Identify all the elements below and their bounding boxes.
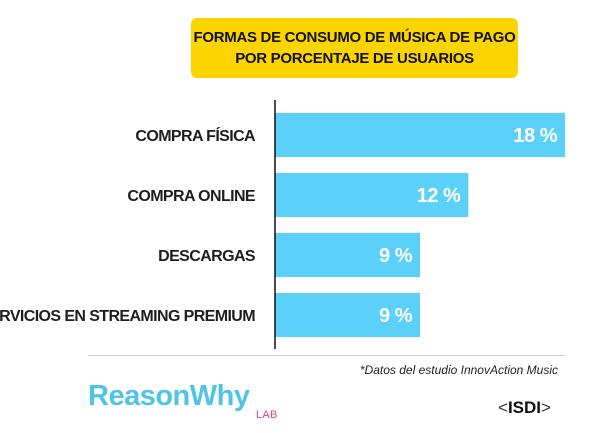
category-label-4: SERVICIOS EN STREAMING PREMIUM — [0, 308, 255, 325]
bar-2 — [275, 173, 469, 217]
value-label-1: 18 % — [513, 125, 557, 147]
value-label-4: 9 % — [379, 305, 413, 327]
bar-4 — [275, 293, 420, 337]
bar-3 — [275, 233, 420, 277]
isdi-logo-open-bracket: < — [498, 398, 508, 417]
chart-title: Formas de consumo de música de pago por … — [191, 18, 518, 78]
isdi-logo-close-bracket: > — [541, 398, 551, 417]
chart-title-line-1: Formas de consumo de música de pago — [193, 29, 516, 46]
chart-title-line-2: por porcentaje de usuarios — [235, 50, 474, 67]
isdi-logo-text: ISDI — [507, 398, 541, 417]
category-label-3: DESCARGAS — [158, 248, 256, 265]
category-label-1: COMPRA FÍSICA — [135, 126, 256, 145]
reasonwhy-logo-text: ReasonWhy — [88, 380, 250, 412]
isdi-logo: <ISDI> — [498, 398, 551, 418]
reasonwhy-logo: ReasonWhy LAB — [88, 378, 277, 424]
footer-divider — [88, 355, 565, 356]
bar-1 — [275, 113, 565, 157]
value-label-2: 12 % — [417, 185, 461, 207]
source-note: *Datos del estudio InnovAction Music — [359, 363, 558, 377]
value-label-3: 9 % — [379, 245, 413, 267]
category-label-2: COMPRA ONLINE — [127, 188, 256, 205]
reasonwhy-logo-lab: LAB — [256, 409, 278, 421]
